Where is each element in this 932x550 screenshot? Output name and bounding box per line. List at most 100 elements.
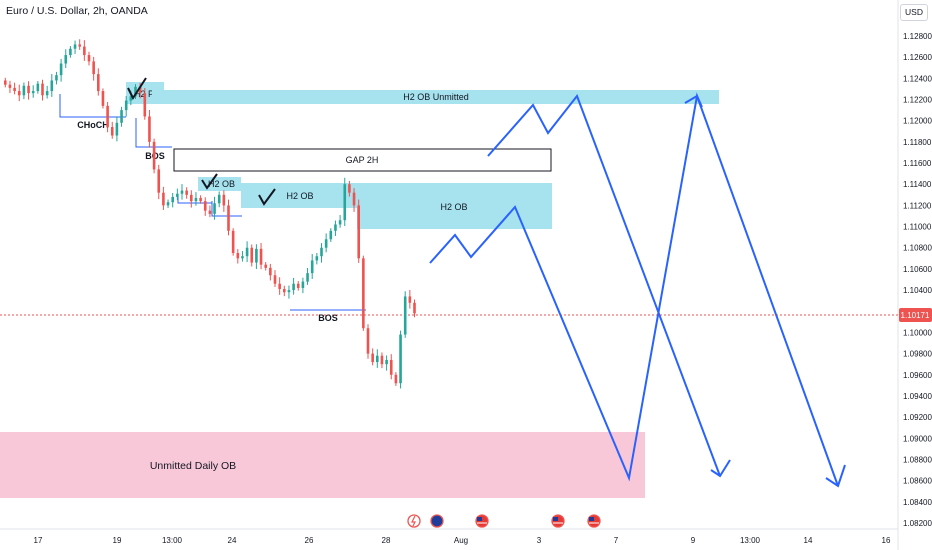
candle[interactable] (213, 196, 216, 220)
zone-h2-ob-unmitted[interactable] (152, 90, 719, 104)
candle[interactable] (176, 188, 179, 201)
candle[interactable] (222, 190, 226, 212)
candle[interactable] (45, 85, 49, 99)
candle[interactable] (329, 228, 333, 242)
candle[interactable] (301, 277, 305, 294)
candle[interactable] (399, 330, 402, 389)
candle[interactable] (4, 77, 7, 88)
candle[interactable] (101, 88, 105, 109)
candle[interactable] (166, 199, 170, 209)
candle[interactable] (36, 80, 40, 94)
candle[interactable] (208, 205, 212, 218)
candle[interactable] (227, 199, 230, 236)
candle[interactable] (157, 164, 161, 200)
event-marker[interactable] (430, 514, 444, 528)
event-marker[interactable] (587, 514, 601, 528)
current-price-badge[interactable] (899, 308, 932, 322)
candle[interactable] (315, 252, 319, 265)
candle[interactable] (59, 58, 63, 82)
candle[interactable] (413, 299, 416, 318)
candle[interactable] (306, 267, 309, 285)
event-marker[interactable] (551, 514, 565, 528)
candle[interactable] (171, 193, 174, 208)
candle[interactable] (124, 96, 128, 117)
zone-daily-ob[interactable] (0, 432, 645, 498)
zone-h2-ob-left[interactable] (198, 177, 241, 191)
candle[interactable] (231, 228, 235, 256)
candle[interactable] (69, 46, 72, 58)
currency-badge[interactable]: USD (900, 4, 928, 21)
candle[interactable] (245, 241, 249, 263)
candle[interactable] (199, 195, 202, 204)
candle[interactable] (115, 116, 119, 142)
candle[interactable] (17, 84, 21, 102)
candle[interactable] (64, 49, 68, 69)
candle[interactable] (92, 56, 95, 81)
event-marker[interactable] (407, 514, 421, 528)
candle[interactable] (31, 85, 35, 98)
candle[interactable] (255, 244, 258, 270)
candle[interactable] (22, 82, 26, 100)
candle[interactable] (310, 253, 314, 279)
candle[interactable] (389, 354, 393, 380)
candle[interactable] (380, 352, 384, 369)
candle[interactable] (394, 372, 398, 386)
candle[interactable] (320, 243, 323, 263)
candle[interactable] (190, 190, 193, 208)
candle[interactable] (162, 186, 165, 210)
candle[interactable] (338, 215, 342, 228)
candle[interactable] (352, 188, 356, 212)
candle[interactable] (78, 39, 81, 50)
candle[interactable] (180, 184, 184, 200)
projection-path-alt[interactable] (487, 93, 721, 477)
candle[interactable] (13, 82, 16, 95)
candle[interactable] (148, 110, 151, 148)
candle[interactable] (83, 40, 86, 61)
candle[interactable] (73, 40, 77, 54)
candle[interactable] (403, 291, 407, 338)
candle[interactable] (55, 71, 58, 85)
candle[interactable] (134, 84, 137, 99)
candle[interactable] (143, 87, 147, 120)
candle[interactable] (50, 74, 54, 97)
candle[interactable] (348, 180, 351, 197)
candle[interactable] (357, 199, 360, 263)
candle[interactable] (241, 251, 244, 262)
candle[interactable] (296, 281, 300, 291)
candle[interactable] (324, 233, 328, 253)
candle[interactable] (292, 277, 295, 295)
candle[interactable] (250, 244, 254, 267)
candle[interactable] (87, 51, 91, 66)
candle[interactable] (278, 277, 281, 295)
bos-line-1[interactable] (135, 118, 172, 148)
candle[interactable] (385, 355, 388, 371)
candle[interactable] (269, 263, 272, 281)
candle[interactable] (185, 187, 188, 199)
candle[interactable] (287, 285, 291, 299)
candle[interactable] (8, 80, 12, 94)
candle[interactable] (217, 191, 221, 208)
candle[interactable] (194, 192, 198, 206)
candle[interactable] (408, 289, 412, 309)
candle[interactable] (371, 348, 374, 366)
candle[interactable] (362, 255, 365, 331)
candle[interactable] (41, 79, 44, 101)
candle[interactable] (110, 121, 114, 139)
candle[interactable] (283, 285, 286, 297)
candle[interactable] (106, 101, 109, 133)
candle[interactable] (97, 68, 100, 96)
candle[interactable] (376, 349, 379, 368)
zone-h2-ob-right[interactable] (357, 183, 552, 229)
candle[interactable] (236, 249, 240, 264)
candle[interactable] (203, 197, 207, 216)
candle[interactable] (334, 220, 337, 236)
candle[interactable] (120, 106, 123, 127)
zone-gap-2h[interactable] (173, 148, 552, 172)
event-marker[interactable] (475, 514, 489, 528)
candle[interactable] (366, 324, 370, 359)
candle[interactable] (259, 242, 263, 270)
candle[interactable] (343, 177, 347, 227)
choch-line[interactable] (59, 94, 126, 118)
candle[interactable] (264, 262, 267, 271)
